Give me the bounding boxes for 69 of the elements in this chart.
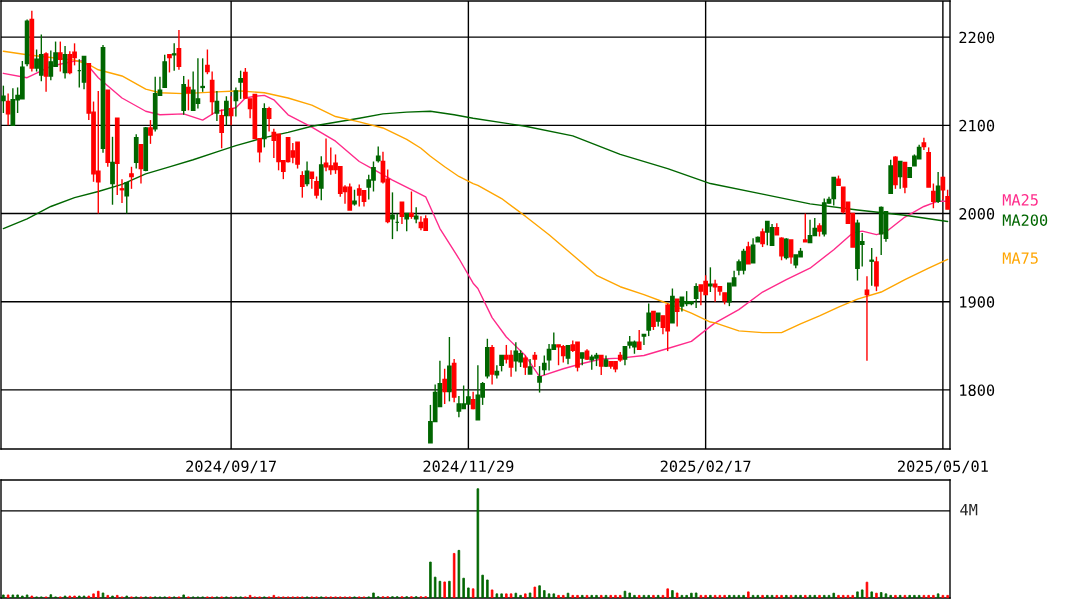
candlestick: [442, 368, 448, 405]
candlestick: [356, 183, 362, 208]
candlestick: [651, 310, 656, 331]
candlestick: [641, 333, 647, 346]
candlestick: [224, 95, 229, 127]
candlestick: [318, 155, 324, 202]
candlestick: [779, 236, 784, 261]
candlestick: [205, 48, 210, 75]
candlestick: [760, 227, 765, 248]
candlestick: [674, 298, 680, 328]
text: MA25: [1002, 194, 1038, 206]
candlestick: [195, 57, 201, 110]
candlestick: [238, 69, 243, 100]
candlestick: [271, 128, 277, 159]
candlestick: [209, 70, 215, 116]
candlestick: [931, 182, 936, 209]
candlestick: [299, 170, 305, 199]
candlestick: [186, 78, 191, 112]
candlestick: [171, 42, 177, 72]
candlestick: [219, 108, 224, 149]
ref-line-label: 4M: [960, 504, 978, 516]
candlestick: [57, 40, 63, 73]
candlestick: [413, 206, 419, 224]
y-tick-label: 2000: [959, 208, 995, 220]
y-tick-label: 2100: [959, 119, 995, 132]
line-series: [2, 50, 949, 334]
candlestick: [48, 49, 54, 82]
y-tick-label: 1900: [960, 296, 995, 308]
candlestick: [646, 302, 652, 337]
candlestick: [390, 191, 395, 240]
candlestick: [347, 182, 353, 211]
candlestick: [698, 284, 704, 306]
candlestick: [831, 176, 837, 207]
candlestick: [874, 256, 879, 292]
x-tick-label: 2024/09/17: [186, 460, 276, 474]
candlestick: [1, 84, 6, 114]
candlestick: [129, 166, 134, 190]
candlestick: [897, 160, 903, 190]
candlestick: [522, 354, 528, 376]
candlestick: [399, 201, 405, 225]
y-tick-label: 2200: [959, 31, 995, 44]
candlestick: [537, 365, 542, 394]
candlestick: [532, 351, 538, 368]
candlestick: [38, 33, 44, 82]
candlestick: [636, 329, 642, 351]
text: MA200: [1002, 214, 1048, 226]
x-tick-label: 2024/11/29: [423, 460, 514, 474]
candlestick: [513, 341, 519, 373]
candlestick: [745, 241, 751, 265]
candlestick: [802, 212, 808, 243]
candlestick: [712, 278, 718, 303]
candlestick: [67, 50, 73, 75]
candlestick: [148, 119, 153, 145]
candlestick: [95, 90, 101, 215]
x-tick-label: 2025/02/17: [660, 460, 751, 474]
candlestick: [110, 136, 115, 206]
candlestick: [764, 220, 770, 246]
candlestick: [708, 266, 713, 293]
candlestick: [409, 190, 414, 220]
candlestick: [456, 395, 462, 418]
candlestick: [314, 175, 319, 200]
candlestick: [598, 354, 604, 376]
x-tick-label: 2025/05/01: [898, 460, 988, 474]
candlestick: [124, 181, 130, 215]
text: MA75: [1002, 252, 1038, 264]
candlestick: [783, 237, 789, 261]
candlestick: [869, 247, 875, 287]
candlestick: [503, 344, 509, 365]
y-tick-label: 1800: [960, 384, 995, 396]
